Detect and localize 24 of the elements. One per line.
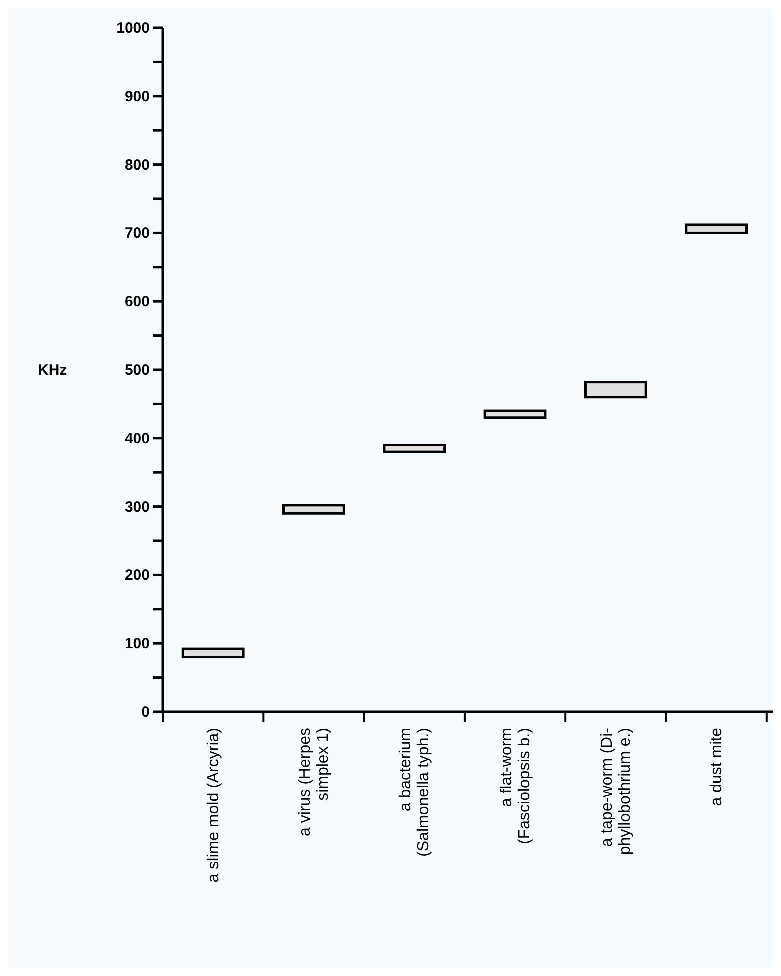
x-tick-label: a tape-worm (Di-phyllobothrium e.) bbox=[598, 728, 634, 856]
y-tick-label: 1000 bbox=[116, 20, 150, 37]
y-tick-label: 700 bbox=[124, 225, 150, 242]
y-tick-label: 900 bbox=[124, 88, 150, 106]
bar bbox=[584, 381, 648, 399]
y-axis-title: KHz bbox=[38, 362, 68, 379]
x-tick-label: a dust mite bbox=[708, 728, 726, 806]
bar bbox=[383, 444, 446, 454]
bar bbox=[685, 224, 748, 234]
bar bbox=[484, 410, 547, 420]
y-tick-label: 100 bbox=[124, 636, 150, 653]
y-tick-label: 800 bbox=[124, 156, 150, 174]
bar bbox=[282, 504, 346, 515]
bar bbox=[182, 648, 245, 659]
y-tick-label: 0 bbox=[142, 704, 150, 721]
y-tick-label: 400 bbox=[124, 430, 150, 448]
x-tick-label: a bacterium (Salmonella typh.) bbox=[398, 728, 433, 857]
x-tick-label: a flat-worm (Fasciolopsis b.) bbox=[498, 728, 534, 844]
y-tick-label: 200 bbox=[124, 567, 150, 584]
x-tick-label: a virus (Herpes simplex 1) bbox=[296, 728, 332, 836]
y-tick-label: 500 bbox=[124, 362, 150, 379]
x-tick-label: a slime mold (Arcyria) bbox=[205, 728, 222, 883]
y-tick-label: 600 bbox=[124, 294, 150, 311]
y-tick-label: 300 bbox=[124, 498, 150, 516]
